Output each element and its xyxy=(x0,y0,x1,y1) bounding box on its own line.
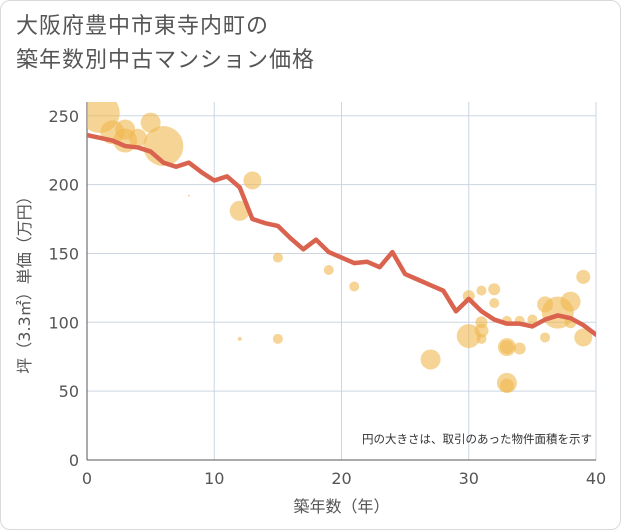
x-tick-label: 20 xyxy=(331,469,351,488)
chart-title-line2: 築年数別中古マンション価格 xyxy=(16,48,316,73)
chart-title-line1: 大阪府豊中市東寺内町の xyxy=(16,14,270,39)
x-tick-label: 40 xyxy=(586,469,606,488)
bubble-point xyxy=(513,342,526,355)
bubble-point xyxy=(272,252,283,263)
bubble-point xyxy=(420,349,441,370)
bubble-point xyxy=(474,323,489,338)
y-tick-label: 250 xyxy=(48,107,79,126)
bubble-point xyxy=(349,281,360,292)
plot-area xyxy=(87,102,596,393)
bubble-point xyxy=(576,269,591,284)
x-tick-label: 0 xyxy=(82,469,92,488)
bubble-point xyxy=(476,285,487,296)
bubble-point xyxy=(499,378,514,393)
trend-line xyxy=(87,132,596,337)
bubble-point xyxy=(128,128,147,147)
y-axis-label: 坪（3.3㎡）単価（万円） xyxy=(15,188,34,373)
size-note: 円の大きさは、取引のあった物件面積を示す xyxy=(362,432,592,446)
bubble-point xyxy=(574,328,593,347)
y-tick-label: 0 xyxy=(69,451,79,470)
bubble-point xyxy=(476,333,487,344)
x-axis-label: 築年数（年） xyxy=(293,497,389,516)
chart-title: 大阪府豊中市東寺内町の 築年数別中古マンション価格 xyxy=(16,10,315,78)
bubble-point xyxy=(560,291,581,312)
y-tick-label: 100 xyxy=(48,313,79,332)
bubble-point xyxy=(527,314,538,325)
bubble-point xyxy=(488,283,501,296)
x-tick-label: 10 xyxy=(204,469,224,488)
bubble-point xyxy=(540,332,551,343)
bubble-point xyxy=(499,340,514,355)
bubble-point xyxy=(237,336,242,341)
bubble-point xyxy=(489,298,500,309)
bubble-point xyxy=(272,333,283,344)
y-tick-label: 150 xyxy=(48,244,79,263)
bubble-point xyxy=(187,194,190,197)
y-tick-label: 50 xyxy=(59,382,79,401)
bubble-point xyxy=(243,171,262,190)
x-tick-label: 30 xyxy=(459,469,479,488)
y-tick-label: 200 xyxy=(48,176,79,195)
bubble-point xyxy=(323,264,334,275)
